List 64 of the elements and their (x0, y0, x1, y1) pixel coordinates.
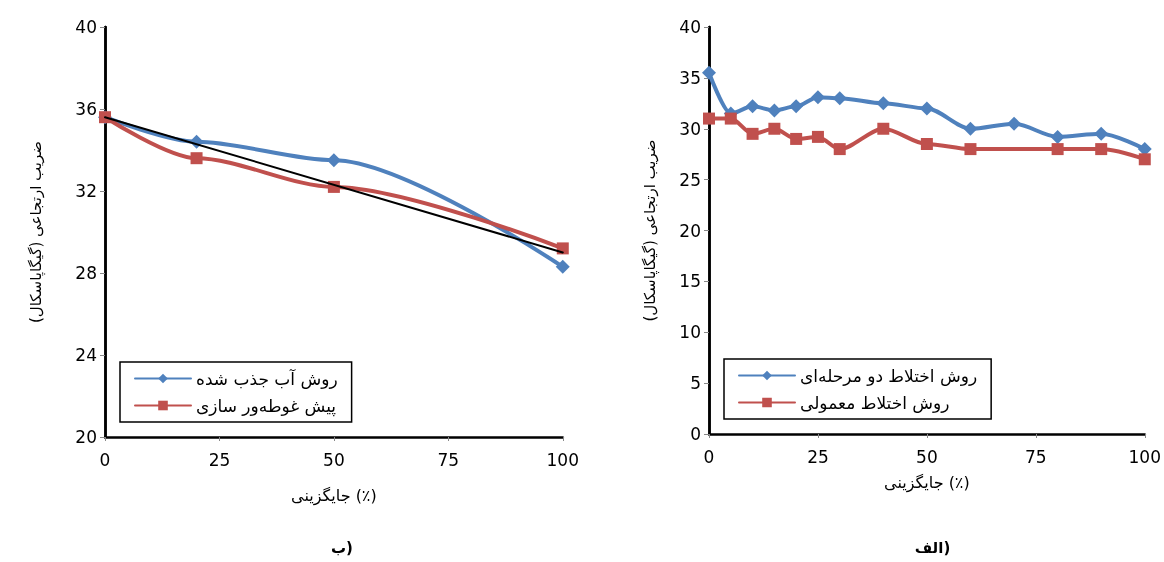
point (326, 153, 341, 168)
x-tick-label: 100 (546, 449, 579, 470)
point (789, 99, 804, 114)
x-tick-label: 25 (807, 446, 829, 467)
point (555, 259, 570, 274)
point (1095, 143, 1108, 156)
point (556, 242, 569, 255)
point (832, 91, 847, 106)
y-axis-title: ضریب ارتجاعی (گیگاپاسکال) (26, 140, 46, 324)
y-tick-label: 15 (679, 271, 701, 292)
y-tick-label: 32 (75, 181, 97, 201)
point (724, 112, 737, 125)
y-tick-label: 0 (690, 424, 701, 444)
legend-label: روش اختلاط معمولی (800, 392, 950, 413)
legend-label: پیش غوطه‌ور سازی (196, 395, 337, 417)
point (964, 143, 977, 156)
y-tick-label: 28 (75, 263, 97, 283)
point (768, 122, 781, 135)
y-tick-label: 5 (690, 373, 701, 394)
point (1094, 126, 1109, 141)
y-tick-label: 10 (679, 322, 701, 343)
point (1007, 116, 1022, 131)
x-tick-label: 25 (208, 449, 231, 470)
point (703, 112, 715, 125)
legend-label: روش اختلاط دو مرحله‌ای (800, 365, 978, 386)
point (963, 121, 978, 136)
point (919, 101, 934, 116)
point (767, 103, 782, 118)
point (790, 132, 803, 145)
point (833, 143, 846, 156)
point (1051, 143, 1064, 156)
point (876, 96, 891, 111)
point (1138, 153, 1151, 166)
y-axis-title: ضریب ارتجاعی (گیگاپاسکال) (640, 139, 660, 322)
legend-label: روش آب جذب شده (196, 367, 338, 389)
text: ب) (331, 538, 353, 557)
y-tick-label: 30 (679, 118, 701, 139)
point (702, 65, 716, 80)
y-tick-label: 36 (75, 99, 97, 119)
text: الف) (914, 538, 951, 557)
point (746, 127, 759, 140)
x-tick-label: 75 (1025, 446, 1047, 467)
x-tick-label: 0 (703, 446, 715, 467)
point (877, 122, 890, 135)
point (1050, 129, 1065, 144)
x-tick-label: 0 (99, 449, 111, 470)
x-tick-label: 50 (323, 449, 345, 470)
y-tick-label: 35 (679, 67, 701, 88)
y-tick-label: 24 (75, 345, 97, 365)
y-tick-label: 25 (679, 169, 701, 190)
x-axis-title: جایگزینی (٪) (884, 472, 970, 493)
x-tick-label: 75 (437, 449, 460, 470)
y-tick-label: 20 (75, 427, 97, 447)
point (920, 138, 933, 151)
y-tick-label: 40 (75, 17, 97, 37)
point (745, 99, 760, 114)
point (811, 130, 824, 143)
x-tick-label: 100 (1128, 446, 1161, 467)
y-tick-label: 20 (679, 220, 701, 241)
point (810, 90, 825, 105)
x-tick-label: 50 (916, 446, 938, 467)
point (190, 152, 203, 165)
x-axis-title: جایگزینی (٪) (291, 485, 377, 506)
y-tick-label: 40 (679, 17, 701, 37)
